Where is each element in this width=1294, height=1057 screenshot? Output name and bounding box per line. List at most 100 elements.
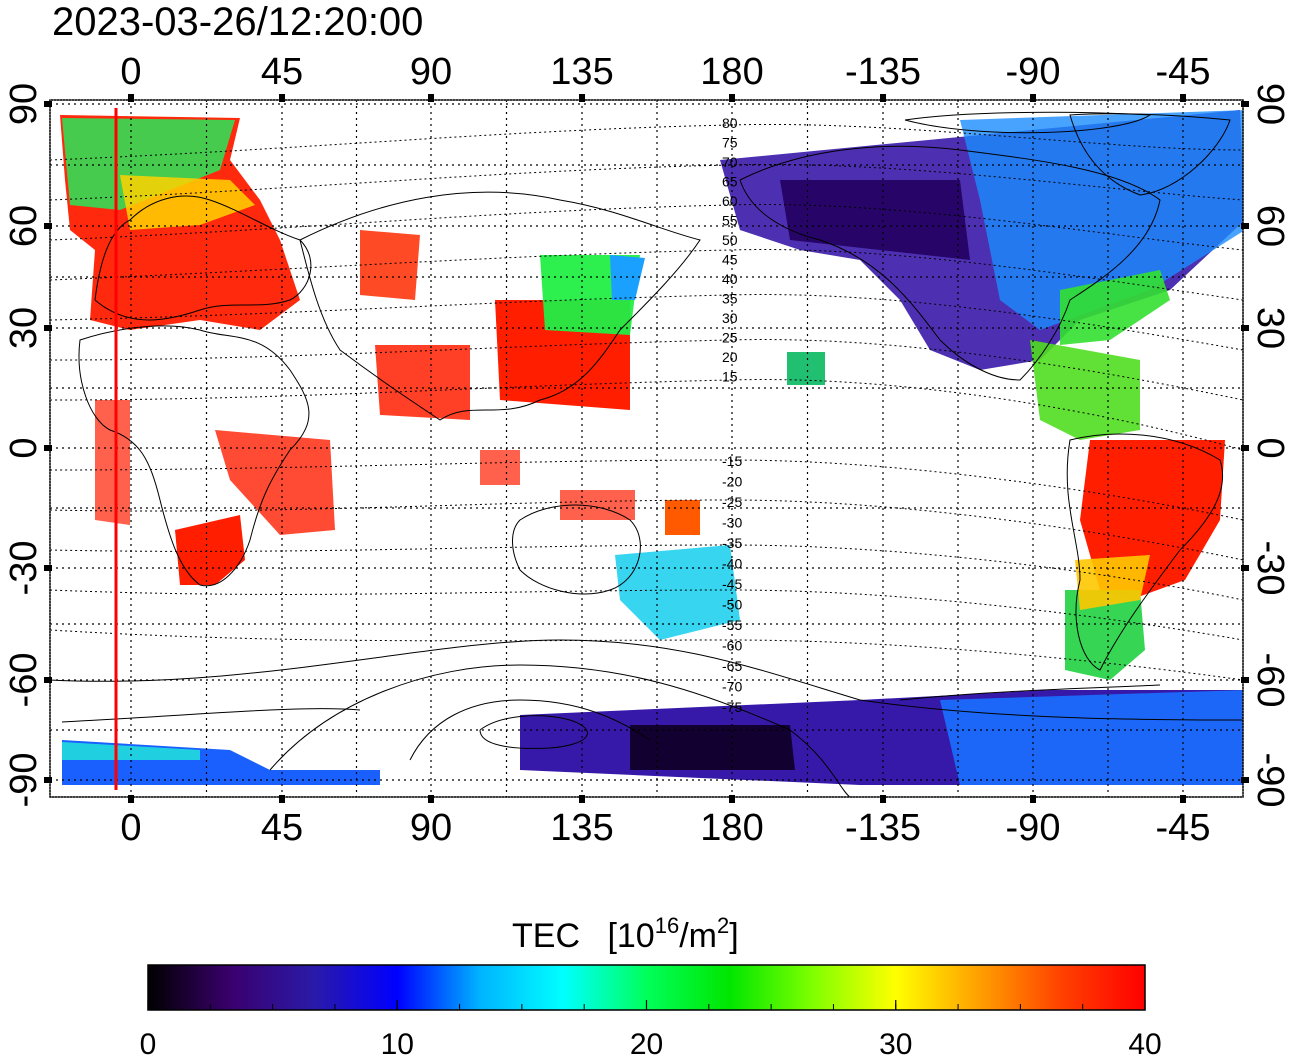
tec-patch-nz xyxy=(615,545,740,640)
contour-label-n-8: 40 xyxy=(722,271,738,287)
lat-tick-left-1: 60 xyxy=(3,205,45,247)
tec-patch-na-dark xyxy=(780,180,970,260)
coast-north-america xyxy=(739,145,1161,381)
lon-ticks-bottom: 0 45 90 135 180 -135 -90 -45 xyxy=(120,807,1210,849)
lon-tick-top-0: 0 xyxy=(120,51,141,93)
contour-label-n-13: 15 xyxy=(722,369,738,385)
contour-label-s-3: -30 xyxy=(722,515,742,531)
contour-label-n-3: 65 xyxy=(722,174,738,190)
lat-tick-left-2: 30 xyxy=(3,307,45,349)
lon-ticks-top: 0 45 90 135 180 -135 -90 -45 xyxy=(120,51,1210,93)
contour-label-s-4: -35 xyxy=(722,535,742,551)
contour-label-s-8: -55 xyxy=(722,617,742,633)
legend-unit-end: ] xyxy=(729,917,738,955)
coastlines xyxy=(61,113,1231,723)
contour-label-n-0: 80 xyxy=(722,115,738,131)
lon-tick-top-7: -45 xyxy=(1156,51,1211,93)
lat-tick-right-0: 90 xyxy=(1249,83,1291,125)
lat-tick-right-2: 30 xyxy=(1249,307,1291,349)
legend-unit-exp2: 2 xyxy=(717,913,729,938)
tec-patch-fiji xyxy=(665,500,700,535)
legend-title: TEC [1016/m2] xyxy=(512,913,739,955)
lat-ticks-left: 90 60 30 0 -30 -60 -90 xyxy=(3,83,45,808)
contour-label-s-2: -25 xyxy=(722,494,742,510)
coast-australia xyxy=(512,504,641,595)
lon-tick-bottom-6: -90 xyxy=(1006,807,1061,849)
lon-tick-bottom-4: 180 xyxy=(700,807,763,849)
axis-ticks xyxy=(44,94,1249,803)
tec-patch-sa-yellow xyxy=(1075,555,1150,610)
magnetic-latitude-contours xyxy=(50,111,1243,797)
contour-label-s-0: -15 xyxy=(722,453,742,469)
lon-tick-top-2: 90 xyxy=(410,51,452,93)
lon-tick-bottom-1: 45 xyxy=(261,807,303,849)
coast-antarctica xyxy=(61,684,1161,723)
tec-patch-hawaii xyxy=(787,352,825,385)
contour-label-s-9: -60 xyxy=(722,638,742,654)
lat-tick-left-0: 90 xyxy=(3,83,45,125)
lat-tick-left-6: -90 xyxy=(3,753,45,808)
contour-label-s-11: -70 xyxy=(722,679,742,695)
coast-south-america xyxy=(1066,433,1224,671)
tec-patch-antarctic-cyan xyxy=(62,742,200,760)
lon-tick-bottom-5: -135 xyxy=(845,807,921,849)
lat-tick-right-3: 0 xyxy=(1249,437,1291,458)
lon-tick-top-1: 45 xyxy=(261,51,303,93)
contour-label-n-6: 50 xyxy=(722,232,738,248)
tec-patch-indonesia xyxy=(480,450,520,485)
contour-label-s-5: -40 xyxy=(722,556,742,572)
contour-label-n-7: 45 xyxy=(722,252,738,268)
tec-patch-sa-south xyxy=(1065,590,1145,680)
colorbar-legend: TEC [1016/m2] 0 10 20 30 40 xyxy=(140,913,1162,1057)
lat-tick-right-1: 60 xyxy=(1249,205,1291,247)
lat-tick-left-5: -60 xyxy=(3,653,45,708)
contour-label-n-4: 60 xyxy=(722,193,738,209)
contour-label-s-1: -20 xyxy=(722,474,742,490)
legend-unit-exp1: 16 xyxy=(655,913,679,938)
lat-tick-left-3: 0 xyxy=(3,437,45,458)
contour-label-n-12: 20 xyxy=(722,349,738,365)
lon-tick-bottom-0: 0 xyxy=(120,807,141,849)
tec-patch-antarctic-blue xyxy=(940,690,1243,785)
tec-patch-north-eu-yellow xyxy=(120,175,255,230)
lat-tick-right-5: -60 xyxy=(1249,653,1291,708)
timestamp-title: 2023-03-26/12:20:00 xyxy=(52,0,424,44)
contour-label-s-10: -65 xyxy=(722,658,742,674)
colorbar-tick-labels: 0 10 20 30 40 xyxy=(140,1028,1162,1057)
lon-tick-bottom-7: -45 xyxy=(1156,807,1211,849)
lon-tick-bottom-3: 135 xyxy=(550,807,613,849)
lon-tick-bottom-2: 90 xyxy=(410,807,452,849)
tec-patch-africa-south xyxy=(175,515,245,585)
contour-label-s-12: -75 xyxy=(722,699,742,715)
tec-patch-antarctic-dark xyxy=(630,725,795,770)
colorbar-label-3: 30 xyxy=(879,1028,912,1057)
tec-patch-scandinavia xyxy=(62,118,235,210)
graticule xyxy=(50,100,1243,797)
tec-data-layer xyxy=(60,110,1243,785)
coast-asia xyxy=(299,191,701,421)
lat-tick-left-4: -30 xyxy=(3,541,45,596)
lat-ticks-right: 90 60 30 0 -30 -60 -90 xyxy=(1249,83,1291,808)
tec-patch-west-africa xyxy=(95,400,130,525)
colorbar-label-0: 0 xyxy=(140,1028,157,1057)
tec-patch-central-america xyxy=(1030,340,1140,440)
lat-tick-right-6: -90 xyxy=(1249,753,1291,808)
legend-title-tec: TEC xyxy=(512,917,580,955)
colorbar-label-4: 40 xyxy=(1128,1028,1161,1057)
coast-africa xyxy=(78,325,310,587)
contour-label-n-5: 55 xyxy=(722,213,738,229)
contour-label-s-7: -50 xyxy=(722,597,742,613)
tec-patch-india xyxy=(375,345,470,420)
coast-greenland xyxy=(1069,113,1231,196)
colorbar-label-1: 10 xyxy=(381,1028,414,1057)
contour-label-s-6: -45 xyxy=(722,576,742,592)
lon-tick-top-6: -90 xyxy=(1006,51,1061,93)
lon-tick-top-3: 135 xyxy=(550,51,613,93)
colorbar-ticks xyxy=(147,1000,1146,1010)
contour-labels: 80 75 70 65 60 55 50 45 40 35 30 25 20 15 -15 -20 -25 -30… xyxy=(722,115,742,715)
contour-label-n-1: 75 xyxy=(722,135,738,151)
lon-tick-top-4: 180 xyxy=(700,51,763,93)
contour-label-n-11: 25 xyxy=(722,330,738,346)
lon-tick-top-5: -135 xyxy=(845,51,921,93)
